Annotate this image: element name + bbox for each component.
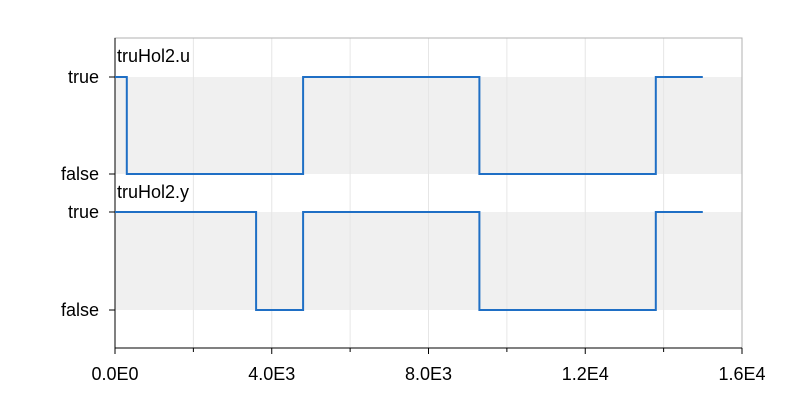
series-line-2-1 (115, 211, 703, 311)
series-label-2: truHol2.y (117, 182, 189, 202)
x-tick-label-3: 1.2E4 (562, 364, 609, 384)
y-tick-label-2-false: false (61, 300, 99, 320)
y-tick-label-1-false: false (61, 164, 99, 184)
x-tick-label-2: 8.0E3 (405, 364, 452, 384)
y-tick-label-2-true: true (68, 202, 99, 222)
y-tick-label-1-true: true (68, 67, 99, 87)
x-tick-label-4: 1.6E4 (718, 364, 765, 384)
x-tick-label-0: 0.0E0 (91, 364, 138, 384)
series-label-1: truHol2.u (117, 46, 190, 66)
x-tick-label-1: 4.0E3 (248, 364, 295, 384)
series-line-1-1 (115, 76, 703, 175)
